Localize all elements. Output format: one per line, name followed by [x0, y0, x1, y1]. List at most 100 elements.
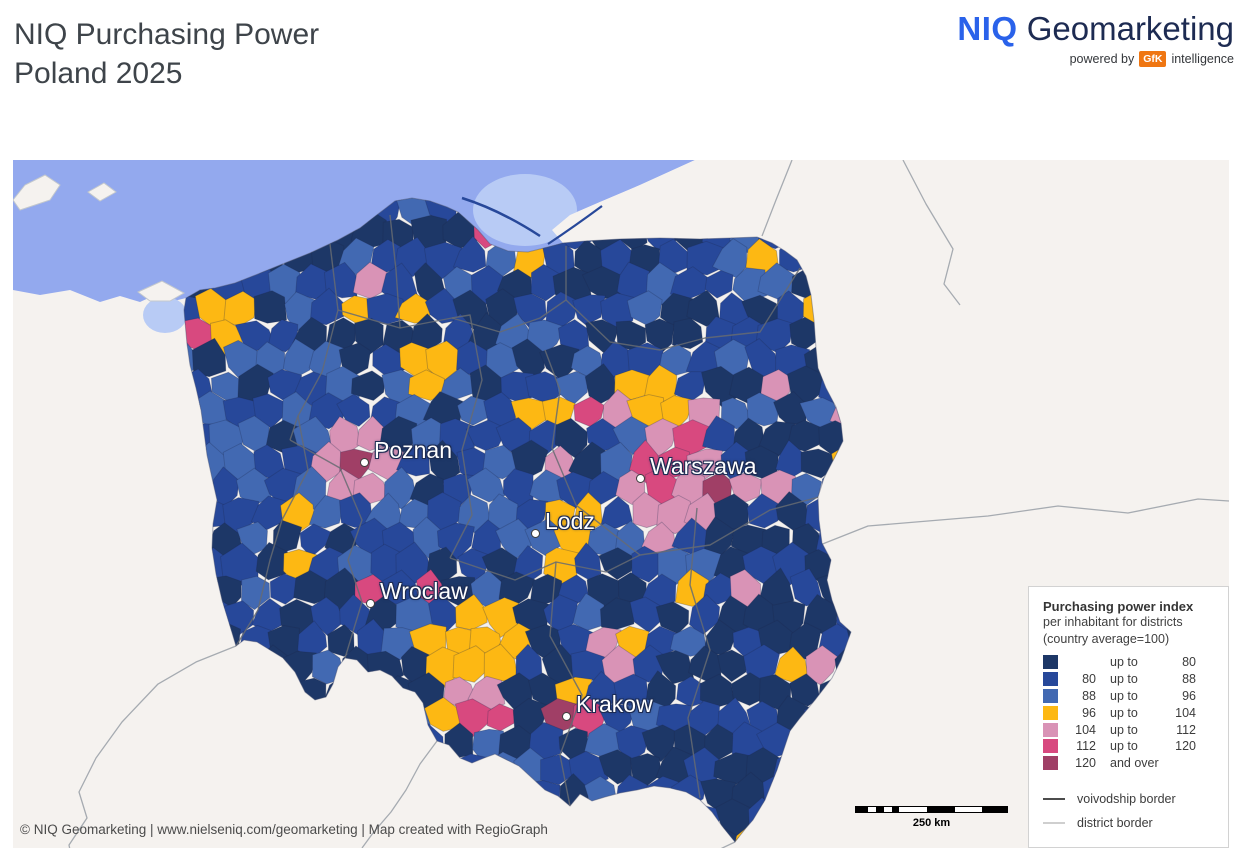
country-border-line — [361, 740, 438, 848]
legend-border-rows: voivodship border district border — [1043, 787, 1228, 835]
country-border-line — [902, 160, 961, 306]
legend-relation-text: up to — [1110, 722, 1138, 737]
district-cell — [789, 673, 821, 707]
legend-color-swatch — [1043, 705, 1058, 720]
city-dot-poznan — [360, 458, 369, 467]
legend-class-row: 112 up to 120 — [1043, 738, 1228, 755]
legend-from-value: 112 — [1076, 739, 1096, 754]
gdansk-bay — [473, 174, 577, 246]
city-dot-krakow — [562, 712, 571, 721]
scale-bar-segment — [867, 807, 876, 812]
voivodship-border-line — [449, 314, 483, 559]
legend-relation-text: up to — [1110, 688, 1138, 703]
legend-class-row: 120 and over — [1043, 755, 1228, 772]
island — [137, 280, 186, 302]
scale-bar-segment — [954, 807, 983, 812]
district-cell — [482, 597, 521, 639]
legend-subtitle-1: per inhabitant for districts — [1043, 615, 1183, 629]
poland-choropleth-map: Poznan Warszawa Lodz Wroclaw Krakow Purchasi… — [13, 160, 1229, 848]
legend-to-value: 88 — [1182, 672, 1196, 687]
legend-from-value: 96 — [1082, 705, 1096, 720]
district-cell — [788, 622, 822, 660]
legend-subtitle-2: (country average=100) — [1043, 631, 1170, 646]
district-cell — [237, 415, 270, 452]
district-cell — [336, 393, 371, 427]
legend-relation-text: and over — [1110, 756, 1159, 771]
legend-class-row: 88 up to 96 — [1043, 688, 1228, 705]
legend-border-row: district border — [1043, 811, 1228, 835]
district-cell — [674, 568, 710, 607]
logo-niq-text: NIQ — [957, 10, 1018, 47]
legend-from-value: 104 — [1075, 722, 1096, 737]
legend-to-value: 80 — [1182, 655, 1196, 670]
district-cell — [255, 541, 288, 581]
scale-bar-label: 250 km — [912, 817, 951, 829]
map-canvas — [13, 160, 1229, 848]
legend-class-row: up to 80 — [1043, 654, 1228, 671]
logo-brand-text: Geomarketing — [1017, 10, 1234, 47]
legend-relation-text: up to — [1110, 739, 1138, 754]
legend-to-value: 96 — [1182, 688, 1196, 703]
legend-from-value: 88 — [1082, 688, 1096, 703]
voivodship-border-line — [289, 439, 363, 659]
legend-border-label: voivodship border — [1077, 791, 1176, 806]
scale-bar-segments — [855, 806, 1008, 813]
niq-geomarketing-logo: NIQ Geomarketing powered by GfK intellig… — [957, 10, 1234, 67]
city-label-poznan: Poznan — [374, 437, 453, 463]
legend-relation-text: up to — [1110, 655, 1138, 670]
district-cell — [704, 270, 734, 299]
district-cell — [669, 625, 708, 657]
city-label-krakow: Krakow — [576, 691, 653, 717]
scale-bar-segment — [899, 807, 928, 812]
district-cell — [395, 445, 431, 477]
kaliningrad-land — [552, 160, 790, 243]
district-cell — [598, 749, 633, 785]
hel-peninsula — [461, 196, 541, 238]
poland-outline — [183, 197, 852, 843]
country-border-line — [761, 160, 793, 237]
page-title-line2: Poland 2025 — [14, 57, 183, 90]
legend-class-rows: up to 80 80 up to 88 88 up to 96 96 up to 104 104 up… — [1043, 654, 1228, 772]
district-cell — [339, 492, 374, 528]
page-title: NIQ Purchasing Power Poland 2025 — [14, 15, 319, 93]
voivodship-border-line — [687, 507, 711, 799]
district-cell — [323, 261, 358, 299]
district-cell — [408, 369, 445, 401]
district-cell — [686, 289, 720, 328]
legend-color-swatch — [1043, 688, 1058, 703]
logo-powered-by: powered by GfK intelligence — [957, 51, 1234, 67]
voivodship-border-line — [544, 349, 577, 506]
district-cell — [452, 235, 487, 273]
city-dot-warszawa — [636, 474, 645, 483]
gfk-logo-icon: GfK — [1139, 51, 1167, 67]
map-legend: Purchasing power index per inhabitant fo… — [1028, 586, 1229, 848]
copyright-line: © NIQ Geomarketing | www.nielseniq.com/g… — [20, 822, 548, 837]
legend-to-value: 112 — [1176, 722, 1196, 737]
district-cell — [191, 337, 227, 378]
district-cell — [572, 294, 606, 326]
voivodship-border-line — [235, 415, 309, 647]
logo-wordmark: NIQ Geomarketing — [957, 10, 1234, 48]
scale-bar-segment — [883, 807, 892, 812]
district-cell — [599, 495, 634, 529]
legend-border-row: voivodship border — [1043, 787, 1228, 811]
district-cell — [530, 263, 561, 302]
city-label-wroclaw: Wroclaw — [380, 578, 468, 604]
legend-class-row: 104 up to 112 — [1043, 721, 1228, 738]
powered-by-text: powered by — [1069, 52, 1135, 66]
scale-bar-segment — [891, 807, 900, 812]
legend-from-value: 120 — [1075, 756, 1096, 771]
city-label-warszawa: Warszawa — [650, 453, 757, 479]
district-cell — [789, 567, 824, 607]
country-border-line — [68, 645, 237, 848]
legend-color-swatch — [1043, 655, 1058, 670]
scale-bar: 250 km — [855, 806, 1008, 829]
voivodship-border-line — [565, 267, 801, 351]
city-label-lodz: Lodz — [545, 508, 595, 534]
scale-bar-segment — [927, 807, 955, 812]
vistula-spit — [547, 205, 603, 245]
district-cell — [240, 575, 271, 611]
district-cell — [253, 290, 288, 324]
district-cell — [584, 363, 617, 404]
